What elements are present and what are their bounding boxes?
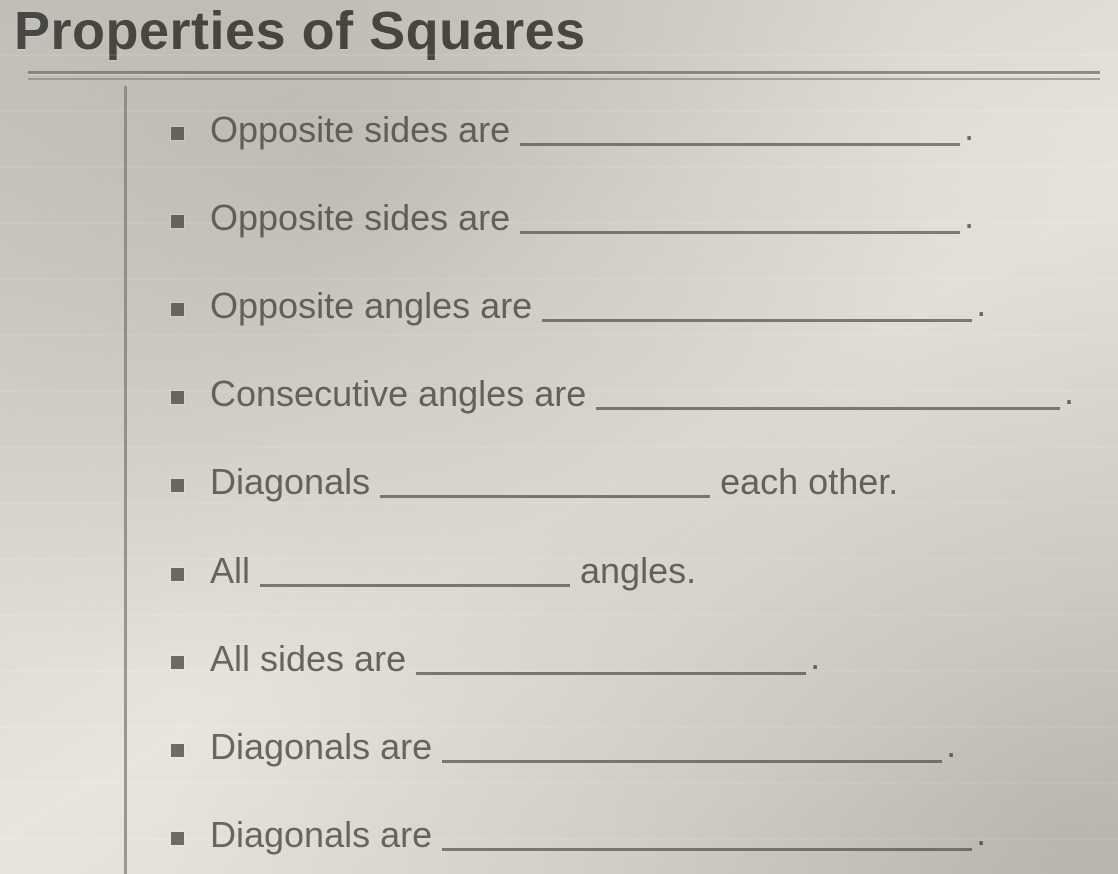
list-item: All sides are [171,634,1060,680]
fill-blank[interactable] [260,549,570,586]
list-item: Diagonals each other. [171,457,1060,503]
bullet-icon [171,127,184,140]
properties-box: Opposite sides are Opposite sides are Op… [124,86,1100,874]
fill-blank[interactable] [542,285,972,322]
item-text-before: All [210,550,250,592]
fill-blank[interactable] [442,726,942,763]
item-text-before: All sides are [210,638,406,680]
item-text-before: Consecutive angles are [210,373,586,415]
bullet-icon [171,744,184,757]
item-text-before: Diagonals [210,461,370,503]
bullet-icon [171,479,184,492]
title-rule [28,71,1100,74]
list-item: Opposite angles are [171,281,1060,327]
item-text-before: Diagonals are [210,814,432,856]
fill-blank[interactable] [442,814,972,851]
item-text-before: Diagonals are [210,726,432,768]
worksheet-page: Properties of Squares Opposite sides are… [0,0,1118,874]
bullet-icon [171,303,184,316]
fill-blank[interactable] [596,373,1060,410]
list-item: Consecutive angles are [171,369,1060,415]
item-text-before: Opposite angles are [210,285,532,327]
bullet-icon [171,568,184,581]
bullet-icon [171,656,184,669]
page-title: Properties of Squares [28,0,1100,69]
fill-blank[interactable] [416,638,806,675]
title-text: Properties of Squares [14,1,586,61]
list-item: Diagonals are [171,810,1060,856]
item-text-before: Opposite sides are [210,109,510,151]
list-item: Diagonals are [171,722,1060,768]
item-text-before: Opposite sides are [210,197,510,239]
bullet-icon [171,832,184,845]
bullet-icon [171,391,184,404]
list-item: Opposite sides are [171,193,1060,239]
list-item: All angles. [171,545,1060,591]
list-item: Opposite sides are [171,104,1060,150]
fill-blank[interactable] [520,108,960,145]
bullet-icon [171,215,184,228]
title-subrule [28,78,1100,80]
fill-blank[interactable] [380,461,710,498]
properties-list: Opposite sides are Opposite sides are Op… [171,104,1060,874]
item-text-after: angles. [580,550,696,592]
item-text-after: each other. [720,461,898,503]
fill-blank[interactable] [520,197,960,234]
